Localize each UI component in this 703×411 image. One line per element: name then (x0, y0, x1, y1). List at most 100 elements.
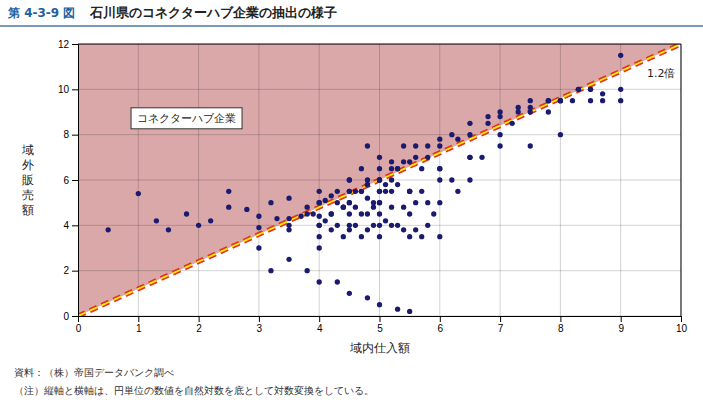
point (347, 189, 352, 194)
point (395, 182, 400, 187)
point (347, 223, 352, 228)
point (479, 155, 484, 160)
x-tick: 3 (257, 316, 263, 334)
point (329, 227, 334, 232)
x-tick: 1 (136, 316, 142, 334)
point (419, 189, 424, 194)
point (317, 245, 322, 250)
point (467, 132, 472, 137)
y-tick-mark (72, 225, 78, 226)
y-tick-mark (72, 44, 78, 45)
points (106, 53, 624, 314)
point (383, 189, 388, 194)
point (196, 223, 201, 228)
frame-top (78, 44, 681, 45)
point (425, 200, 430, 205)
annotation-box (131, 108, 242, 129)
y-tick-mark (72, 316, 78, 317)
point (359, 189, 364, 194)
point (365, 143, 370, 148)
y-tick-mark (72, 180, 78, 181)
point (558, 132, 563, 137)
point (226, 205, 231, 210)
point (377, 189, 382, 194)
point (377, 189, 382, 194)
point (618, 98, 623, 103)
point (431, 211, 436, 216)
point (359, 189, 364, 194)
y-tick: 10 (58, 84, 78, 95)
x-tick: 8 (558, 316, 564, 334)
point (425, 143, 430, 148)
note: （注）縦軸と横軸は、円単位の数値を自然対数を底として対数変換をしている。 (14, 385, 374, 396)
point (347, 211, 352, 216)
point (353, 189, 358, 194)
point (401, 143, 406, 148)
x-tick-mark (319, 316, 320, 322)
point (377, 200, 382, 205)
point (274, 216, 279, 221)
x-tick-label: 3 (257, 323, 263, 334)
point (455, 137, 460, 142)
point (528, 143, 533, 148)
point (317, 214, 322, 219)
point (377, 211, 382, 216)
point (437, 166, 442, 171)
point (407, 189, 412, 194)
y-tick-mark (72, 271, 78, 272)
title-rule (0, 25, 703, 27)
point (347, 227, 352, 232)
point (256, 214, 261, 219)
point (407, 189, 412, 194)
y-tick: 8 (63, 129, 78, 140)
point (437, 166, 442, 171)
grid-line-y (78, 44, 681, 45)
point (347, 200, 352, 205)
point (317, 189, 322, 194)
point (286, 223, 291, 228)
x-tick-label: 0 (76, 323, 82, 334)
point (377, 177, 382, 182)
point (286, 195, 291, 200)
grid-line-y (78, 316, 681, 317)
point (401, 205, 406, 210)
point (401, 159, 406, 164)
point (329, 211, 334, 216)
point (546, 98, 551, 103)
point (389, 177, 394, 182)
point (437, 177, 442, 182)
point (407, 159, 412, 164)
point (419, 234, 424, 239)
point (570, 98, 575, 103)
x-tick-mark (199, 316, 200, 322)
point (365, 211, 370, 216)
x-tick: 10 (676, 316, 688, 334)
x-tick: 2 (196, 316, 202, 334)
point (347, 291, 352, 296)
grid-line-y (78, 270, 681, 271)
y-tick-mark (72, 89, 78, 90)
point (576, 87, 581, 92)
grid (78, 44, 681, 316)
point (437, 143, 442, 148)
point (576, 87, 581, 92)
point (449, 132, 454, 137)
point (335, 223, 340, 228)
point (558, 98, 563, 103)
point (304, 268, 309, 273)
x-axis: 012345678910 (76, 316, 688, 334)
point (413, 200, 418, 205)
point (437, 137, 442, 142)
point (359, 166, 364, 171)
annotation-group: コネクターハブ企業 (131, 108, 242, 129)
point (383, 218, 388, 223)
x-tick-label: 5 (377, 323, 383, 334)
y-tick-label: 10 (58, 84, 70, 95)
x-tick: 0 (76, 316, 82, 334)
point (467, 155, 472, 160)
plot: 012345678910024681012域内仕入額域外販売額1.2倍コネクター… (21, 39, 687, 355)
point (317, 223, 322, 228)
point (256, 225, 261, 230)
y-tick: 4 (63, 220, 78, 231)
point (407, 309, 412, 314)
